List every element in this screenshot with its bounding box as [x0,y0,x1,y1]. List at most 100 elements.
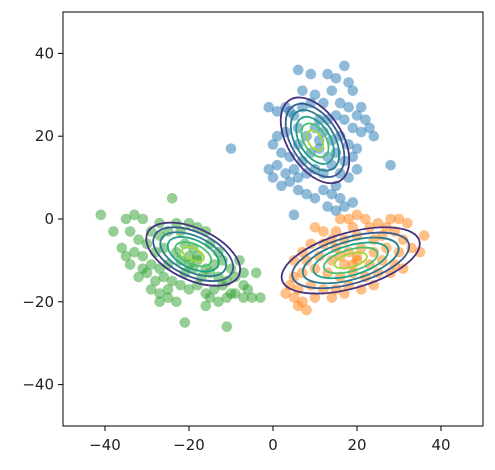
data-point [313,143,325,154]
data-point [330,205,342,217]
y-tick-label: −40 [22,376,54,394]
data-point [334,213,346,225]
contour-line [289,109,341,172]
data-point [145,259,157,270]
contour-line [291,231,411,290]
data-point [238,292,249,303]
y-tick-label: 20 [35,127,54,145]
data-point [242,284,254,295]
data-point [368,246,380,258]
contour-line [322,246,379,275]
y-tick-label: 0 [44,210,54,228]
data-point [351,164,363,175]
contour-line [301,236,400,285]
data-point [145,226,157,237]
data-point [288,292,300,303]
data-point [221,321,233,332]
data-point [351,110,363,121]
data-point [355,126,367,138]
data-point [343,77,354,88]
data-point [158,271,170,283]
data-point [301,304,312,316]
data-point [116,242,128,254]
data-point [271,159,283,171]
data-point [309,292,321,303]
contour-line [312,241,389,280]
density-contours-2 [280,226,421,295]
plot-content [95,60,430,332]
data-point [192,250,203,262]
data-point [339,201,350,212]
contour-line [152,226,235,282]
contour-line [284,102,346,178]
data-point [133,271,144,283]
data-point [318,184,329,196]
data-point [402,217,413,229]
data-point [271,130,283,142]
scatter-series-1 [225,60,396,221]
data-point [372,217,384,229]
data-point [322,68,333,80]
y-tick-label: 40 [35,44,54,62]
data-point [129,209,140,221]
data-point [351,143,363,154]
data-point [229,271,241,283]
data-point [305,68,317,80]
data-point [305,97,317,109]
data-point [133,234,144,245]
data-point [351,209,363,221]
data-point [137,213,149,225]
contour-line [295,115,335,165]
data-point [120,250,132,262]
data-point [309,263,321,274]
data-point [292,300,304,312]
x-tick-label: 20 [347,436,366,454]
contour-line [300,122,330,159]
data-point [364,122,375,134]
data-point [347,122,359,134]
x-tick-label: −20 [173,436,205,454]
data-point [393,213,405,225]
data-point [250,267,262,279]
density-contours-1 [279,96,351,185]
data-point [175,255,186,266]
data-point [124,226,136,237]
data-point [276,180,287,192]
data-point [330,72,342,84]
data-point [154,296,165,308]
data-point [284,176,296,188]
contour-line [305,129,325,152]
contour-line [181,246,206,263]
plot-area [95,60,430,332]
contour-line [159,231,227,278]
contour-line [166,236,220,273]
data-point [183,284,195,295]
contour-line [279,96,351,185]
data-point [229,288,241,299]
data-point [339,114,350,125]
data-point [414,246,426,258]
contour-line [280,226,421,295]
data-point [288,209,300,221]
data-point [204,292,216,303]
data-point [309,193,321,204]
data-point [397,234,409,245]
data-point [179,317,191,328]
data-point [318,97,329,109]
data-point [292,184,304,196]
data-point [137,250,149,262]
data-point [347,151,359,163]
data-point [162,284,174,295]
data-point [166,193,178,204]
data-point [339,60,350,72]
data-point [200,300,212,312]
data-point [385,213,396,225]
y-tick-label: −20 [22,293,54,311]
data-point [347,197,359,208]
data-point [330,226,342,237]
data-point [95,209,107,221]
data-point [305,238,317,250]
data-point [418,230,430,241]
axes: −40 −20 0 20 40 −40 −20 0 20 40 [22,11,484,454]
data-point [292,64,304,76]
